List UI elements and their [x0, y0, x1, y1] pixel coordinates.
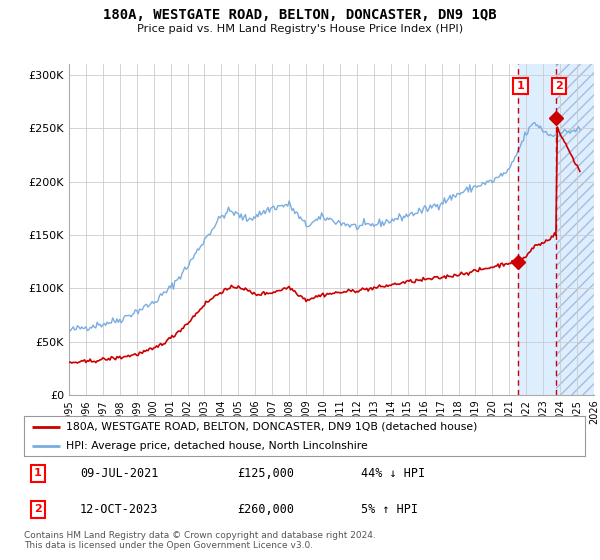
Text: HPI: Average price, detached house, North Lincolnshire: HPI: Average price, detached house, Nort… — [66, 441, 368, 451]
Text: 5% ↑ HPI: 5% ↑ HPI — [361, 503, 418, 516]
Text: 180A, WESTGATE ROAD, BELTON, DONCASTER, DN9 1QB: 180A, WESTGATE ROAD, BELTON, DONCASTER, … — [103, 8, 497, 22]
Text: £125,000: £125,000 — [237, 467, 294, 480]
Text: 44% ↓ HPI: 44% ↓ HPI — [361, 467, 425, 480]
Text: 1: 1 — [34, 468, 42, 478]
Text: 180A, WESTGATE ROAD, BELTON, DONCASTER, DN9 1QB (detached house): 180A, WESTGATE ROAD, BELTON, DONCASTER, … — [66, 422, 478, 432]
Text: 12-OCT-2023: 12-OCT-2023 — [80, 503, 158, 516]
Bar — [556, 64, 594, 395]
Bar — [556, 64, 594, 395]
Text: Price paid vs. HM Land Registry's House Price Index (HPI): Price paid vs. HM Land Registry's House … — [137, 24, 463, 34]
Text: 1: 1 — [517, 81, 524, 91]
Bar — [518, 64, 556, 395]
Text: 2: 2 — [555, 81, 563, 91]
Text: 2: 2 — [34, 505, 42, 515]
Text: £260,000: £260,000 — [237, 503, 294, 516]
Text: 09-JUL-2021: 09-JUL-2021 — [80, 467, 158, 480]
Text: Contains HM Land Registry data © Crown copyright and database right 2024.
This d: Contains HM Land Registry data © Crown c… — [24, 531, 376, 550]
